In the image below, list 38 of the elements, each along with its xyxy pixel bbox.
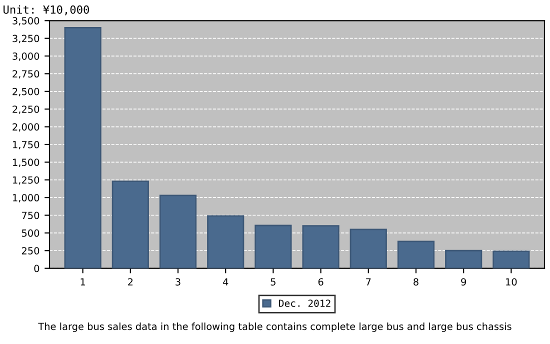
x-tick-label: 2 [128,278,133,286]
y-tick-label: 2,500 [12,88,40,96]
x-tick-label: 5 [270,278,276,286]
bar [112,180,149,268]
y-tick-label: 2,750 [12,70,40,79]
y-tick-label: 1,000 [13,194,40,202]
y-tick-label: 3,250 [12,34,40,44]
y-tick-label: 0 [34,264,40,272]
y-tick-label: 1,500 [13,158,40,167]
bar [207,215,244,268]
x-tick-label: 7 [366,278,371,286]
bar [350,228,387,268]
x-tick-label: 3 [176,278,180,286]
x-tick-label: 1 [80,278,86,286]
bar [64,27,102,268]
chart-title: Unit: ¥10,000 [4,5,89,16]
bar [445,250,482,268]
y-tick-label: 750 [22,212,40,220]
x-tick-label: 8 [414,278,418,286]
bar [302,225,340,268]
y-tick-label: 1,250 [13,176,40,185]
y-tick-label: 3,500 [12,17,40,26]
x-tick-label: 10 [506,278,517,286]
bar [254,224,292,268]
x-tick-label: 6 [318,278,324,286]
y-tick-label: 1,750 [13,140,40,150]
y-tick-label: 250 [22,247,40,254]
bar [397,240,435,268]
x-tick-label: 9 [461,278,466,286]
y-tick-label: 3,000 [12,52,40,61]
x-tick-label: 4 [222,278,228,286]
legend-label: Dec. 2012 [279,300,330,307]
y-tick-label: 2,250 [12,106,40,114]
y-tick-label: 500 [22,229,40,237]
y-tick-label: 2,000 [12,123,40,132]
text: The large bus sales data in the following table contains complete large bus and large bus chassis [38,322,512,332]
bar [159,194,197,268]
bar [492,250,530,268]
